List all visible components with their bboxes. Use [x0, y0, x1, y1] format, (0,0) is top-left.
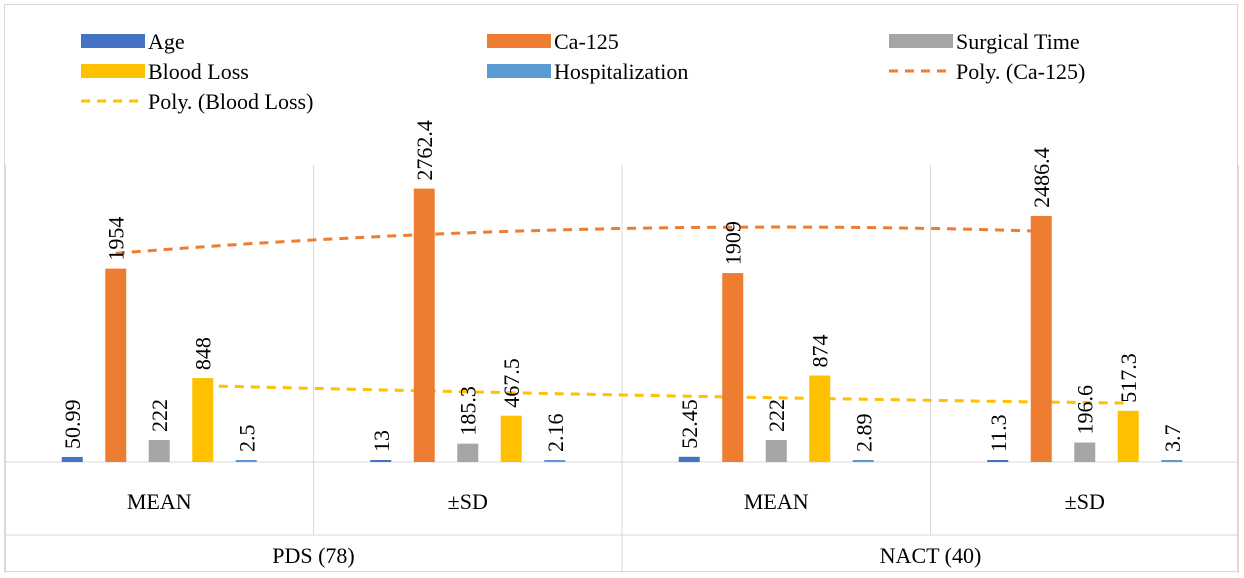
legend-label-surgical-time: Surgical Time: [956, 29, 1080, 54]
group-label: PDS (78): [272, 543, 355, 568]
data-label-ca-125: 1954: [104, 217, 129, 261]
data-label-surgical-time: 222: [147, 399, 172, 432]
bar-blood-loss: [500, 415, 522, 462]
legend-label-age: Age: [148, 29, 185, 54]
bar-hospitalization: [1161, 460, 1183, 462]
category-axis-labels: MEAN ±SD MEAN ±SD PDS (78) NACT (40): [127, 489, 1105, 568]
data-label-ca-125: 2486.4: [1029, 147, 1054, 208]
category-label: MEAN: [127, 489, 192, 514]
bar-blood-loss: [192, 378, 214, 462]
bar-age: [61, 456, 83, 462]
legend-label-poly-ca-125: Poly. (Ca-125): [956, 59, 1085, 84]
bar-ca-125: [1030, 215, 1052, 462]
group-label: NACT (40): [880, 543, 982, 568]
category-label: ±SD: [1065, 489, 1105, 514]
bars: [61, 188, 1183, 462]
data-label-surgical-time: 185.3: [456, 386, 481, 436]
bar-blood-loss: [809, 375, 831, 462]
data-label-age: 52.45: [677, 399, 702, 449]
bar-surgical-time: [1074, 442, 1096, 462]
category-label: ±SD: [448, 489, 488, 514]
data-label-hospitalization: 2.16: [543, 414, 568, 453]
bar-age: [987, 460, 1009, 462]
legend-label-ca-125: Ca-125: [554, 29, 619, 54]
bar-hospitalization: [852, 460, 874, 462]
category-label: MEAN: [744, 489, 809, 514]
data-label-ca-125: 1909: [721, 221, 746, 265]
bar-surgical-time: [148, 440, 170, 462]
data-label-blood-loss: 874: [808, 335, 833, 368]
bar-hospitalization: [544, 460, 566, 462]
legend-swatch-hospitalization: [487, 64, 551, 78]
legend-label-hospitalization: Hospitalization: [554, 59, 688, 84]
bar-ca-125: [413, 188, 435, 462]
bar-age: [678, 456, 700, 462]
legend-swatch-blood-loss: [81, 64, 145, 78]
legend-swatch-ca-125: [487, 34, 551, 48]
data-label-blood-loss: 517.3: [1116, 353, 1141, 403]
data-labels: 50.99 13 52.45 11.3 1954 2762.4 1909 2486.4 222 1…: [60, 120, 1185, 452]
data-label-blood-loss: 848: [191, 337, 216, 370]
data-label-hospitalization: 2.89: [851, 414, 876, 453]
bar-age: [370, 460, 392, 462]
trendline-poly-ca-125: [115, 225, 1042, 255]
bar-ca-125: [722, 273, 744, 462]
legend-label-blood-loss: Blood Loss: [148, 59, 249, 84]
bar-blood-loss: [1117, 410, 1139, 462]
trendline-poly-blood-loss: [202, 384, 1129, 405]
legend-swatch-surgical-time: [889, 34, 953, 48]
data-label-blood-loss: 467.5: [499, 358, 524, 408]
data-label-hospitalization: 3.7: [1160, 425, 1185, 453]
bar-hospitalization: [235, 460, 257, 462]
legend-swatch-age: [81, 34, 145, 48]
data-label-hospitalization: 2.5: [234, 425, 259, 453]
data-label-ca-125: 2762.4: [412, 120, 437, 181]
data-label-surgical-time: 222: [764, 399, 789, 432]
data-label-age: 11.3: [986, 414, 1011, 452]
data-label-age: 50.99: [60, 399, 85, 449]
bar-surgical-time: [765, 440, 787, 462]
bar-surgical-time: [457, 443, 479, 462]
legend-label-poly-blood-loss: Poly. (Blood Loss): [148, 89, 313, 114]
bar-ca-125: [105, 268, 127, 462]
chart-canvas: Age Ca-125 Surgical Time Blood Loss Hospital…: [5, 29, 1239, 573]
data-label-age: 13: [369, 430, 394, 452]
legend: Age Ca-125 Surgical Time Blood Loss Hospital…: [81, 29, 1085, 114]
chart-frame: Age Ca-125 Surgical Time Blood Loss Hospital…: [4, 4, 1239, 573]
trendlines: [115, 225, 1129, 405]
data-label-surgical-time: 196.6: [1073, 385, 1098, 435]
